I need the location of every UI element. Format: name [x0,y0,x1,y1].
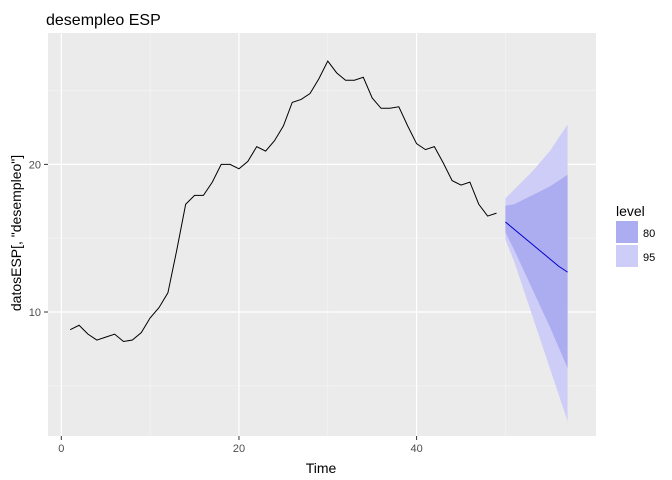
axis-ticks: 0 20 40 10 20 [29,159,423,455]
y-tick-label: 20 [29,159,41,171]
x-tick-label: 40 [410,443,422,455]
x-tick-label: 0 [58,443,64,455]
legend-key-80 [616,221,638,243]
legend-label-80: 80 [643,228,655,240]
observed-series-line [69,60,497,343]
legend: level 80 95 [616,203,655,267]
forecast-bands [505,124,568,422]
band-80 [505,174,568,369]
series-lines [69,60,568,343]
chart-title: desempleo ESP [46,12,161,29]
forecast-mean-line [505,221,568,273]
y-axis-title: datosESP[, "desempleo"] [8,155,24,311]
legend-label-95: 95 [643,252,655,264]
y-tick-label: 10 [29,307,41,319]
x-tick-label: 20 [233,443,245,455]
legend-key-95 [616,245,638,267]
legend-title: level [616,203,645,219]
x-axis-title: Time [306,460,337,476]
plot-panel [48,33,596,436]
grid-lines [48,33,596,436]
